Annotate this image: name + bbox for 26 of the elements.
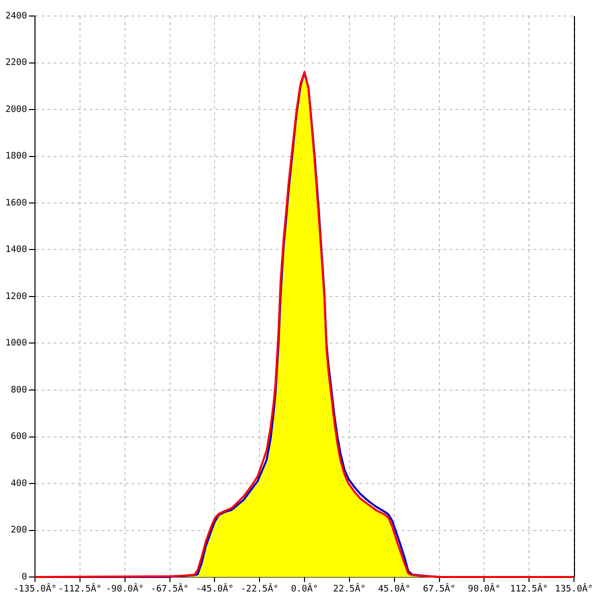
y-tick-label: 2000 <box>5 104 27 115</box>
y-tick-label: 200 <box>10 526 27 536</box>
y-tick-label: 1800 <box>5 152 27 162</box>
y-tick-label: 2200 <box>5 58 27 68</box>
x-tick-label: -90.0Â° <box>106 582 144 595</box>
x-tick-label: -135.0Â° <box>13 582 57 595</box>
x-tick-label: 90.0Â° <box>468 582 500 595</box>
x-tick-label: -22.5Â° <box>240 582 279 595</box>
y-tick-label: 800 <box>10 385 27 396</box>
x-tick-label: 45.0Â° <box>378 582 411 595</box>
y-tick-label: 400 <box>10 478 27 489</box>
y-tick-label: 600 <box>10 432 27 442</box>
x-tick-label: -112.5Â° <box>58 582 102 595</box>
y-tick-label: 1600 <box>5 198 27 208</box>
x-tick-label: 67.5Â° <box>422 582 456 595</box>
y-tick-label: 2400 <box>5 11 27 22</box>
x-tick-label: 112.5Â° <box>510 582 548 595</box>
y-tick-label: 1000 <box>5 338 27 349</box>
x-tick-label: 0.0Â° <box>290 582 318 595</box>
x-tick-label: 22.5Â° <box>333 582 366 595</box>
x-tick-label: -45.0Â° <box>196 582 234 595</box>
y-tick-label: 0 <box>22 572 27 582</box>
x-tick-label: 135.0Â° <box>555 582 593 595</box>
y-tick-label: 1400 <box>5 245 27 256</box>
y-tick-label: 1200 <box>5 292 27 302</box>
x-tick-label: -67.5Â° <box>150 582 189 595</box>
